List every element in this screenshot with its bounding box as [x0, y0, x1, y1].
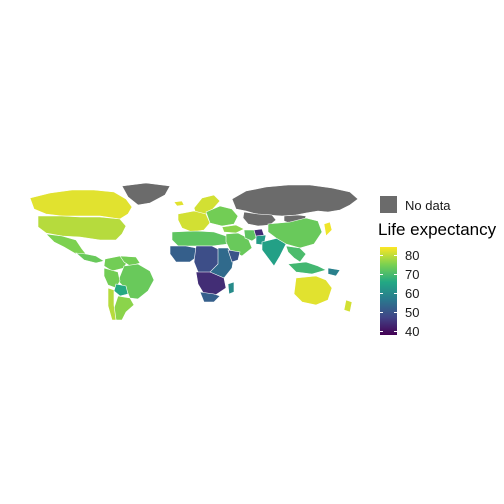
- region-iceland: [173, 200, 185, 207]
- region-greenland: [121, 182, 171, 206]
- world-map: [29, 182, 359, 321]
- tick-label-0: 80: [405, 247, 420, 263]
- no-data-legend-item: No data: [378, 196, 504, 216]
- region-southeast-asia: [285, 245, 307, 263]
- region-russia: [231, 184, 359, 217]
- region-north-africa: [171, 230, 229, 247]
- region-canada: [29, 189, 133, 220]
- colorbar: [380, 247, 397, 335]
- region-eastern-europe: [205, 205, 239, 227]
- tick-mark-3-l: [380, 312, 383, 314]
- region-indonesia: [287, 261, 327, 275]
- tick-mark-1-r: [394, 273, 397, 275]
- region-papua-new-guinea: [327, 267, 341, 277]
- region-japan: [323, 221, 333, 237]
- map-regions: [29, 182, 359, 321]
- tick-mark-2-l: [380, 292, 383, 294]
- tick-label-2: 60: [405, 285, 420, 301]
- region-horn-of-africa: [227, 249, 241, 263]
- region-india: [261, 237, 287, 267]
- region-argentina: [113, 295, 135, 321]
- tick-mark-4-l: [380, 331, 383, 333]
- tick-mark-0-l: [380, 254, 383, 256]
- tick-label-3: 50: [405, 305, 420, 321]
- tick-mark-1-l: [380, 273, 383, 275]
- tick-mark-0-r: [394, 254, 397, 256]
- region-middle-east: [225, 232, 253, 257]
- region-bolivia: [113, 283, 129, 297]
- tick-mark-4-r: [394, 331, 397, 333]
- region-chile: [107, 287, 117, 321]
- no-data-label: No data: [405, 198, 451, 213]
- region-turkey: [221, 224, 245, 234]
- legend-title: Life expectancy: [378, 220, 497, 239]
- region-west-africa: [169, 245, 199, 263]
- no-data-swatch: [380, 196, 397, 213]
- region-madagascar: [227, 281, 235, 295]
- region-western-europe: [177, 210, 211, 233]
- region-new-zealand: [343, 299, 353, 313]
- tick-label-4: 40: [405, 324, 420, 340]
- region-southern-africa: [195, 271, 227, 297]
- region-australia: [293, 275, 333, 306]
- region-china: [267, 217, 323, 249]
- tick-mark-3-r: [394, 312, 397, 314]
- tick-mark-2-r: [394, 292, 397, 294]
- region-south-africa: [199, 291, 221, 303]
- tick-label-1: 70: [405, 266, 420, 282]
- region-united-states: [37, 215, 127, 241]
- region-central-america: [75, 252, 105, 264]
